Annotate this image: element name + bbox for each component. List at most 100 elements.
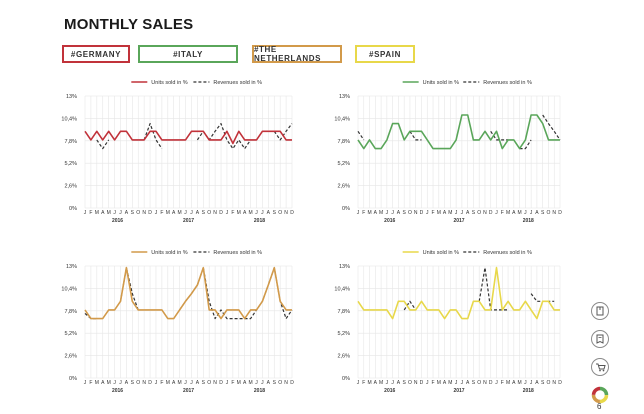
x-tick-label: F xyxy=(231,380,234,386)
y-tick-label: 2,6% xyxy=(64,184,77,190)
x-tick-label: M xyxy=(437,380,441,386)
x-tick-label: J xyxy=(455,380,458,386)
x-tick-label: J xyxy=(226,380,229,386)
x-tick-label: A xyxy=(172,210,176,216)
y-tick-label: 5,2% xyxy=(64,331,77,337)
x-tick-label: A xyxy=(443,210,447,216)
cart-icon[interactable] xyxy=(591,358,609,376)
x-tick-label: M xyxy=(379,380,383,386)
chart-germany: 0% 2,6% 5,2% 7,8% 10,4% 13% J F M A M J J A S O N D J F M A M J… xyxy=(40,75,310,225)
x-tick-label: M xyxy=(107,210,111,216)
x-tick-label: A xyxy=(125,380,129,386)
x-tick-label: J xyxy=(255,210,258,216)
page-title: MONTHLY SALES xyxy=(64,16,194,33)
x-tick-label: A xyxy=(374,210,378,216)
page-number: 6 xyxy=(597,402,602,411)
x-tick-label: O xyxy=(408,380,412,386)
x-tick-label: F xyxy=(501,380,504,386)
x-tick-label: A xyxy=(196,380,200,386)
x-tick-label: F xyxy=(431,380,434,386)
x-tick-label: J xyxy=(524,210,527,216)
x-tick-label: M xyxy=(367,210,371,216)
x-tick-label: S xyxy=(541,380,545,386)
chart-spain: 0% 2,6% 5,2% 7,8% 10,4% 13% J F M A M J J A S O N D J F M A M J… xyxy=(313,245,578,395)
chart-italy-svg: 0%2,6%5,2%7,8%10,4%13%J F M A M J J A S O N D J F M A M J… xyxy=(334,80,562,224)
x-tick-label: A xyxy=(512,210,516,216)
y-tick-label: 13% xyxy=(339,264,350,270)
italy-units-line xyxy=(357,114,560,150)
x-tick-label: J xyxy=(261,380,264,386)
x-tick-label: N xyxy=(142,380,146,386)
y-tick-label: 0% xyxy=(69,206,77,212)
x-tick-label: N xyxy=(213,210,217,216)
spain-units-line xyxy=(357,266,560,320)
y-tick-label: 5,2% xyxy=(64,161,77,167)
tag-italy[interactable]: #ITALY xyxy=(138,45,238,63)
x-tick-label: M xyxy=(448,380,452,386)
x-tick-label: D xyxy=(558,380,562,386)
x-tick-label: J xyxy=(461,380,464,386)
tag-spain[interactable]: #SPAIN xyxy=(355,45,415,63)
y-tick-label: 5,2% xyxy=(337,161,350,167)
x-tick-label: M xyxy=(506,380,510,386)
x-tick-label: S xyxy=(131,210,135,216)
x-tick-label: M xyxy=(367,380,371,386)
legend-units-label: Units sold in % xyxy=(423,80,459,86)
x-tick-label: A xyxy=(243,380,247,386)
x-tick-label: A xyxy=(535,210,539,216)
x-tick-label: N xyxy=(552,380,556,386)
folder-icon[interactable] xyxy=(591,302,609,320)
y-tick-label: 5,2% xyxy=(337,331,350,337)
donut-chart-icon[interactable] xyxy=(591,386,609,404)
x-tick-label: F xyxy=(160,210,163,216)
y-tick-label: 2,6% xyxy=(337,184,350,190)
x-tick-label: F xyxy=(501,210,504,216)
x-tick-label: J xyxy=(226,210,229,216)
legend-revenues-label: Revenues sold in % xyxy=(213,250,262,256)
y-tick-label: 7,8% xyxy=(337,309,350,315)
tag-germany[interactable]: #GERMANY xyxy=(62,45,130,63)
x-tick-label: M xyxy=(178,210,182,216)
x-tick-label: J xyxy=(184,210,187,216)
year-label: 2016 xyxy=(384,388,395,394)
x-tick-label: A xyxy=(397,380,401,386)
germany-revenues-line xyxy=(96,139,110,150)
x-tick-label: D xyxy=(290,380,294,386)
x-tick-label: J xyxy=(461,210,464,216)
x-tick-label: A xyxy=(466,210,470,216)
italy-revenues-line xyxy=(519,139,532,150)
y-tick-label: 7,8% xyxy=(64,139,77,145)
x-tick-label: M xyxy=(237,380,241,386)
y-tick-label: 13% xyxy=(66,264,77,270)
x-tick-label: A xyxy=(535,380,539,386)
x-tick-label: A xyxy=(101,380,105,386)
x-tick-label: J xyxy=(357,380,360,386)
tag-the-netherlands[interactable]: #THE NETHERLANDS xyxy=(252,45,342,63)
legend-revenues-label: Revenues sold in % xyxy=(213,80,262,86)
x-tick-label: A xyxy=(267,380,271,386)
y-tick-label: 13% xyxy=(66,94,77,100)
x-tick-label: J xyxy=(391,210,394,216)
x-tick-label: J xyxy=(84,210,87,216)
x-tick-label: D xyxy=(148,210,152,216)
y-tick-label: 0% xyxy=(342,206,350,212)
y-tick-label: 10,4% xyxy=(334,116,350,122)
x-tick-label: A xyxy=(172,380,176,386)
x-tick-label: O xyxy=(207,380,211,386)
x-tick-label: M xyxy=(95,380,99,386)
x-tick-label: J xyxy=(386,380,389,386)
receipt-icon[interactable] xyxy=(591,330,609,348)
x-tick-label: J xyxy=(119,210,122,216)
x-tick-label: D xyxy=(420,380,424,386)
x-tick-label: J xyxy=(155,380,158,386)
x-tick-label: O xyxy=(278,380,282,386)
x-tick-label: A xyxy=(125,210,129,216)
legend-revenues-label: Revenues sold in % xyxy=(483,250,532,256)
y-tick-label: 7,8% xyxy=(64,309,77,315)
x-tick-label: O xyxy=(408,210,412,216)
x-tick-label: D xyxy=(219,380,223,386)
x-tick-label: D xyxy=(489,380,493,386)
italy-revenues-line xyxy=(409,130,422,141)
y-tick-label: 13% xyxy=(339,94,350,100)
x-tick-label: S xyxy=(202,210,206,216)
